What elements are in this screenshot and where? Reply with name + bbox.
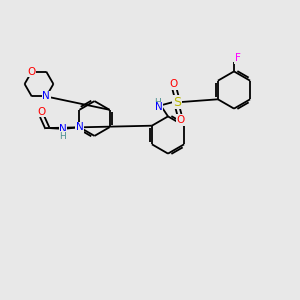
Text: O: O: [28, 67, 36, 76]
Text: H: H: [154, 98, 161, 107]
Text: F: F: [235, 53, 241, 63]
Text: N: N: [42, 92, 50, 101]
Text: O: O: [170, 79, 178, 89]
Text: H: H: [60, 132, 66, 141]
Text: O: O: [38, 106, 46, 117]
Text: N: N: [76, 122, 83, 132]
Text: N: N: [59, 124, 67, 134]
Text: S: S: [173, 95, 181, 109]
Text: O: O: [177, 115, 185, 125]
Text: N: N: [155, 102, 163, 112]
